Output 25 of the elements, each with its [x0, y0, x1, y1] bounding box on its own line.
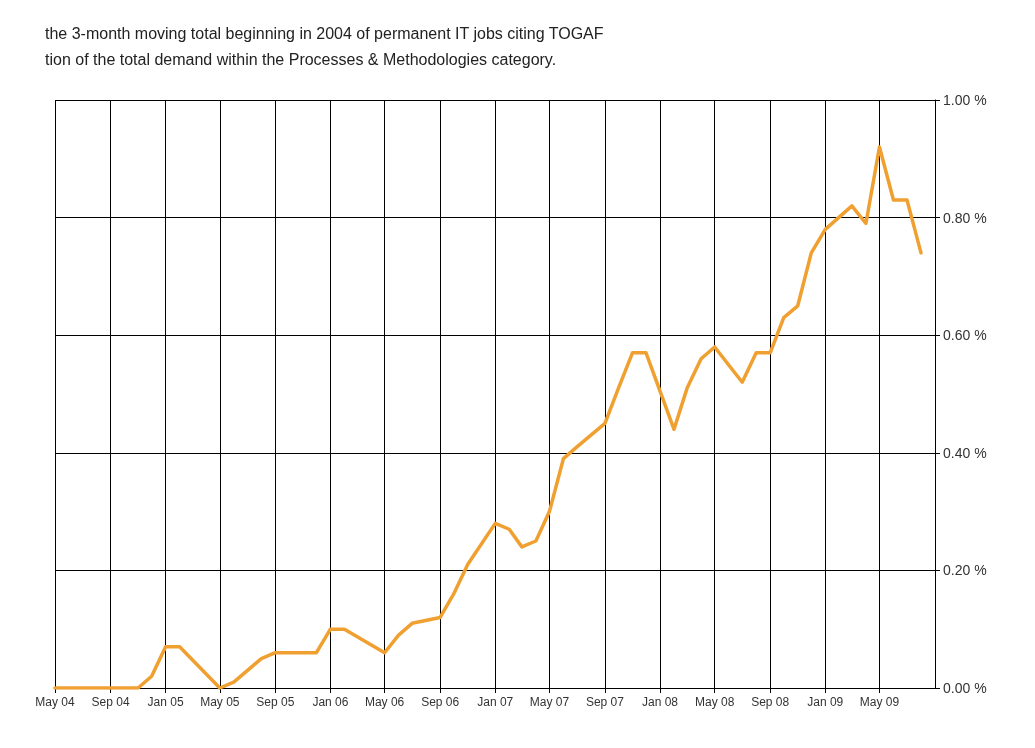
- x-tick-label: Jan 07: [477, 695, 514, 709]
- x-tick-label: May 05: [200, 695, 240, 709]
- x-tick-label: Jan 08: [642, 695, 679, 709]
- x-tick-label: Jan 06: [312, 695, 349, 709]
- chart-subtitle: tion of the total demand within the Processes & Methodologies category.: [45, 50, 557, 68]
- x-tick-label: Sep 08: [751, 695, 790, 709]
- y-tick-label: 1.00 %: [943, 92, 987, 108]
- x-tick-label: May 06: [364, 695, 405, 709]
- line-series: [53, 145, 923, 690]
- y-tick-label: 0.80 %: [943, 209, 987, 226]
- y-tick-label: 0.00 %: [943, 680, 987, 696]
- x-tick-label: Sep 06: [421, 695, 460, 709]
- y-tick-label: 0.60 %: [943, 327, 987, 344]
- y-tick-label: 0.40 %: [943, 444, 987, 461]
- x-tick-label: May 09: [859, 695, 900, 709]
- x-tick-label: Jan 05: [147, 695, 184, 709]
- x-tick-label: Sep 04: [91, 695, 130, 709]
- x-tick-label: May 08: [694, 695, 735, 709]
- x-tick-label: May 07: [529, 695, 570, 709]
- chart-title: the 3-month moving total beginning in 2004 of permanent IT jobs citing TOGAF: [45, 24, 604, 42]
- x-tick-label: May 04: [35, 695, 75, 709]
- y-tick-label: 0.20 %: [943, 562, 987, 579]
- x-tick-label: Sep 07: [585, 695, 625, 709]
- x-tick-label: Jan 09: [807, 695, 844, 709]
- x-tick-label: Sep 05: [256, 695, 295, 709]
